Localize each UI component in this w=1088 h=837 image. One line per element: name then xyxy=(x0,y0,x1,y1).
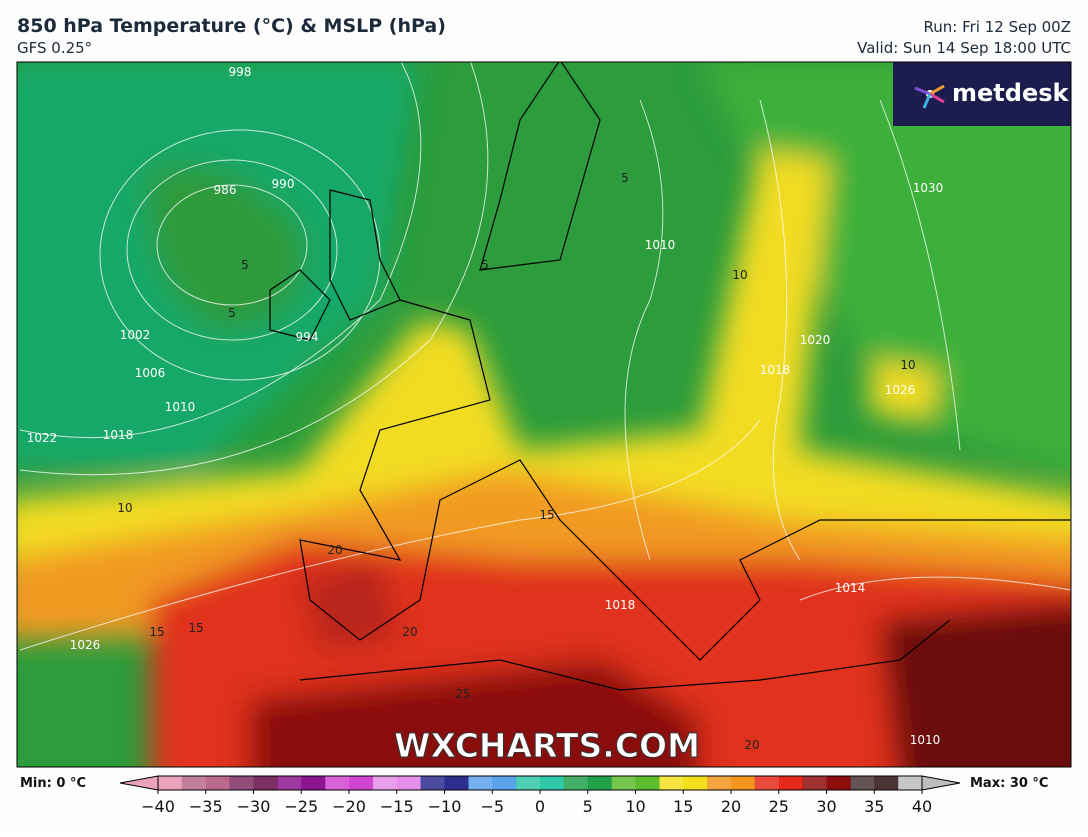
temperature-label: 20 xyxy=(327,543,342,557)
title: 850 hPa Temperature (°C) & MSLP (hPa) xyxy=(17,15,446,37)
colorbar-tick-label: −30 xyxy=(237,797,271,816)
colorbar-segment xyxy=(731,776,756,790)
temperature-label: 15 xyxy=(539,508,554,522)
logo-box xyxy=(893,62,1071,126)
temperature-label: 25 xyxy=(455,687,470,701)
isobar-label: 1026 xyxy=(70,638,101,652)
isobar-label: 1022 xyxy=(27,431,58,445)
colorbar-tick-label: 15 xyxy=(673,797,693,816)
colorbar-segment xyxy=(181,776,207,790)
colorbar-segment xyxy=(492,776,517,790)
colorbar-segment xyxy=(325,776,350,790)
colorbar-segment xyxy=(611,776,636,790)
isobar-label: 994 xyxy=(296,330,319,344)
temperature-label: 10 xyxy=(732,268,747,282)
logo-mark xyxy=(914,84,945,109)
colorbar-segment xyxy=(372,776,398,790)
colorbar-segment xyxy=(253,776,278,790)
colorbar-tick-label: −15 xyxy=(380,797,414,816)
isobar-label: 1014 xyxy=(835,581,866,595)
temperature-label: 10 xyxy=(900,358,915,372)
colorbar-segment xyxy=(229,776,254,790)
colorbar-frame xyxy=(157,775,923,791)
colorbar-tick-label: −5 xyxy=(480,797,504,816)
colorbar-segment xyxy=(874,776,899,790)
isobar-label: 1010 xyxy=(645,238,676,252)
isobar-label: 1030 xyxy=(913,181,944,195)
isobar-label: 998 xyxy=(229,65,252,79)
temperature-label: 15 xyxy=(188,621,203,635)
map-frame xyxy=(16,61,1072,768)
watermark: WXCHARTS.COM xyxy=(394,726,700,765)
colorbar: −40 −35 −30 −25 −20 −15 −10 −5 0 5 10 15 20 25 30 35 40 xyxy=(119,775,961,816)
temperature-label: 10 xyxy=(117,501,132,515)
colorbar-segment xyxy=(349,776,374,790)
colorbar-segment xyxy=(420,776,445,790)
colorbar-segment xyxy=(468,776,493,790)
colorbar-segment xyxy=(540,776,565,790)
colorbar-tick-label: 30 xyxy=(816,797,836,816)
colorbar-segment xyxy=(563,776,589,790)
temperature-label: 5 xyxy=(481,258,489,272)
colorbar-tick-label: −40 xyxy=(141,797,175,816)
colorbar-tick-label: 20 xyxy=(721,797,741,816)
logo: metdesk xyxy=(952,79,1070,107)
isobar-label: 1002 xyxy=(120,328,151,342)
isobar-label: 1018 xyxy=(760,363,791,377)
colorbar-segment xyxy=(850,776,875,790)
colorbar-segment xyxy=(778,776,804,790)
temperature-label: 15 xyxy=(149,625,164,639)
colorbar-segment xyxy=(683,776,708,790)
colorbar-segment xyxy=(516,776,541,790)
colorbar-tick-label: −10 xyxy=(428,797,462,816)
isobar-label: 1010 xyxy=(910,733,941,747)
run: Run: Fri 12 Sep 00Z xyxy=(924,18,1071,36)
isobar-label: 1018 xyxy=(605,598,636,612)
colorbar-tick-label: −20 xyxy=(332,797,366,816)
isobar-label: 1006 xyxy=(135,366,166,380)
isobar-label: 986 xyxy=(214,183,237,197)
colorbar-tick-label: 0 xyxy=(535,797,545,816)
temperature-label: 20 xyxy=(402,625,417,639)
colorbar-segment xyxy=(158,776,183,790)
colorbar-segment xyxy=(635,776,660,790)
colorbar-segment xyxy=(301,776,326,790)
colorbar-segment xyxy=(898,776,923,790)
colorbar-segment xyxy=(444,776,469,790)
temperature-label: 5 xyxy=(241,258,249,272)
isobar-label: 1026 xyxy=(885,383,916,397)
colorbar-tick-label: 25 xyxy=(769,797,789,816)
colorbar-segment xyxy=(707,776,732,790)
min-label: Min: 0 °C xyxy=(20,776,86,791)
colorbar-segment xyxy=(396,776,422,790)
colorbar-tick-label: 40 xyxy=(912,797,932,816)
model: GFS 0.25° xyxy=(17,39,92,57)
valid: Valid: Sun 14 Sep 18:00 UTC xyxy=(857,39,1071,57)
colorbar-tick-label: −35 xyxy=(189,797,223,816)
max-label: Max: 30 °C xyxy=(970,776,1048,791)
isobar-label: 1018 xyxy=(103,428,134,442)
isobar-label: 1010 xyxy=(165,400,196,414)
temperature-label: 20 xyxy=(744,738,759,752)
colorbar-tick-label: 35 xyxy=(864,797,884,816)
colorbar-segment xyxy=(754,776,780,790)
temperature-label: 5 xyxy=(621,171,629,185)
isobar-label: 1020 xyxy=(800,333,831,347)
colorbar-segment xyxy=(802,776,827,790)
colorbar-segment xyxy=(205,776,231,790)
isobar-label: 990 xyxy=(272,177,295,191)
colorbar-segment xyxy=(659,776,684,790)
temperature-label: 5 xyxy=(228,306,236,320)
colorbar-segment xyxy=(277,776,302,790)
map xyxy=(17,62,1071,767)
colorbar-tick-label: −25 xyxy=(284,797,318,816)
colorbar-segment xyxy=(587,776,613,790)
colorbar-tick-label: 10 xyxy=(625,797,645,816)
colorbar-segment xyxy=(826,776,851,790)
colorbar-tick-label: 5 xyxy=(583,797,593,816)
